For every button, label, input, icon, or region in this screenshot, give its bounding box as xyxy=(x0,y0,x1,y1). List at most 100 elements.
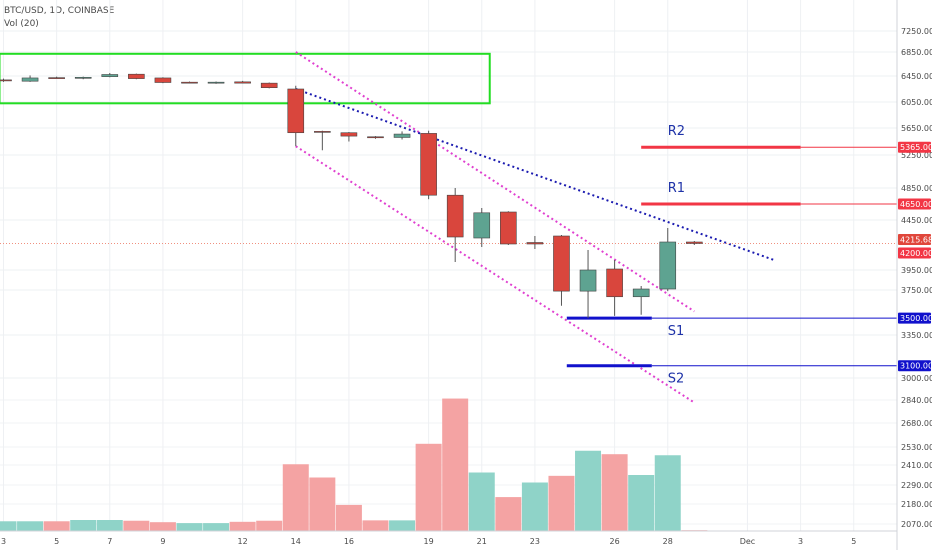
candle-body[interactable] xyxy=(287,88,305,134)
candle-body[interactable] xyxy=(207,81,225,84)
date-tick-label: 26 xyxy=(610,537,620,546)
volume-bar xyxy=(628,475,655,531)
date-tick-label: Dec xyxy=(740,537,755,546)
candle-body[interactable] xyxy=(553,235,570,292)
candle-body[interactable] xyxy=(606,268,623,298)
volume-bar xyxy=(43,521,70,531)
price-tick-label: 3350.00 xyxy=(901,331,932,340)
volume-bar xyxy=(442,398,469,531)
candle-body[interactable] xyxy=(367,136,384,139)
volume-bar xyxy=(575,450,602,531)
candles xyxy=(0,73,703,319)
price-tick-label: 4450.00 xyxy=(901,216,932,225)
volume-bar xyxy=(309,477,336,531)
candle-body[interactable] xyxy=(340,132,358,137)
level-r1-label: R1 xyxy=(668,181,685,196)
candle-body[interactable] xyxy=(154,77,172,83)
volume-bars xyxy=(0,398,708,531)
candle-body[interactable] xyxy=(260,82,278,89)
date-tick-label: 3 xyxy=(798,537,803,546)
price-tag-extra: 4200.00 xyxy=(900,249,932,258)
candle-body[interactable] xyxy=(128,73,145,79)
price-tag-last-bg xyxy=(898,234,931,245)
candle-body[interactable] xyxy=(393,133,411,138)
volume-tick-label: 2180.00 xyxy=(901,500,932,509)
price-axis-panel xyxy=(897,0,932,550)
upper-channel-line[interactable] xyxy=(295,51,695,313)
price-tick-label: 6450.00 xyxy=(901,72,932,81)
date-tick-label: 23 xyxy=(530,537,540,546)
grid xyxy=(0,0,897,531)
price-tag-extra-bg xyxy=(898,247,931,259)
volume-bar xyxy=(70,520,97,531)
price-tag-s1-bg xyxy=(898,312,931,324)
level-r2-label: R2 xyxy=(668,124,685,139)
candle-body[interactable] xyxy=(473,212,491,239)
candle-body[interactable] xyxy=(632,288,650,298)
date-tick-label: 3 xyxy=(1,537,6,546)
price-tick-label: 4850.00 xyxy=(901,184,932,193)
date-tick-label: 16 xyxy=(344,537,354,546)
candle-body[interactable] xyxy=(74,77,92,79)
candle-body[interactable] xyxy=(420,133,437,196)
range-box xyxy=(0,52,491,105)
price-tag-s2-bg xyxy=(898,360,931,372)
volume-bar xyxy=(0,521,17,531)
date-tick-label: 12 xyxy=(238,537,248,546)
volume-bar xyxy=(415,443,442,531)
candle-body[interactable] xyxy=(234,81,251,84)
volume-bar xyxy=(282,464,309,531)
volume-bar xyxy=(123,520,150,531)
price-tick-label: 5650.00 xyxy=(901,124,932,133)
volume-bar xyxy=(548,475,575,531)
volume-bar xyxy=(521,482,548,531)
date-tick-label: 14 xyxy=(291,537,301,546)
candle-body[interactable] xyxy=(579,269,597,292)
level-s2-label: S2 xyxy=(668,372,685,387)
price-tag-s2: 3100.00 xyxy=(900,362,932,371)
volume-bar xyxy=(203,523,230,531)
volume-bar xyxy=(654,455,681,531)
date-tick-label: 5 xyxy=(54,537,59,546)
volume-bar xyxy=(256,520,283,531)
lower-channel-line[interactable] xyxy=(295,145,695,404)
price-tick-label: 3000.00 xyxy=(901,374,932,383)
volume-bar xyxy=(335,504,362,531)
volume-bar xyxy=(176,523,203,531)
volume-indicator-label: Vol (20) xyxy=(4,19,39,29)
volume-bar xyxy=(601,454,628,531)
price-tick-label: 3950.00 xyxy=(901,266,932,275)
candle-body[interactable] xyxy=(526,242,544,245)
volume-bar xyxy=(229,521,256,531)
candle-body[interactable] xyxy=(686,241,703,244)
price-tag-r1: 4650.00 xyxy=(900,200,932,209)
price-tick-label: 7250.00 xyxy=(901,27,932,36)
candle-body[interactable] xyxy=(0,79,12,82)
price-tick-label: 6050.00 xyxy=(901,98,932,107)
chart-symbol-label: BTC/USD, 1D, COINBASE xyxy=(4,6,115,16)
volume-tick-label: 2840.00 xyxy=(901,396,932,405)
price-tag-last: 4215.68 xyxy=(900,236,932,245)
candle-body[interactable] xyxy=(48,77,65,79)
price-tag-r2: 5365.00 xyxy=(900,143,932,152)
candle-body[interactable] xyxy=(659,241,677,290)
price-tick-label: 6850.00 xyxy=(901,48,932,57)
volume-bar xyxy=(96,520,123,531)
candle-body[interactable] xyxy=(446,194,464,238)
candle-body[interactable] xyxy=(21,77,39,82)
date-tick-label: 5 xyxy=(851,537,856,546)
drawings: R2 R1 S1 S2 xyxy=(0,51,897,404)
candle-body[interactable] xyxy=(500,211,517,245)
level-s1-label: S1 xyxy=(668,324,685,339)
volume-bar xyxy=(389,520,416,531)
volume-bar xyxy=(17,521,44,531)
candle-body[interactable] xyxy=(101,74,119,77)
candle-body[interactable] xyxy=(181,81,198,84)
volume-tick-label: 2530.00 xyxy=(901,443,932,452)
price-tick-label: 5250.00 xyxy=(901,151,932,160)
date-tick-label: 7 xyxy=(107,537,112,546)
candle-body[interactable] xyxy=(314,131,331,133)
volume-tick-label: 2290.00 xyxy=(901,481,932,490)
volume-bar xyxy=(495,497,522,531)
